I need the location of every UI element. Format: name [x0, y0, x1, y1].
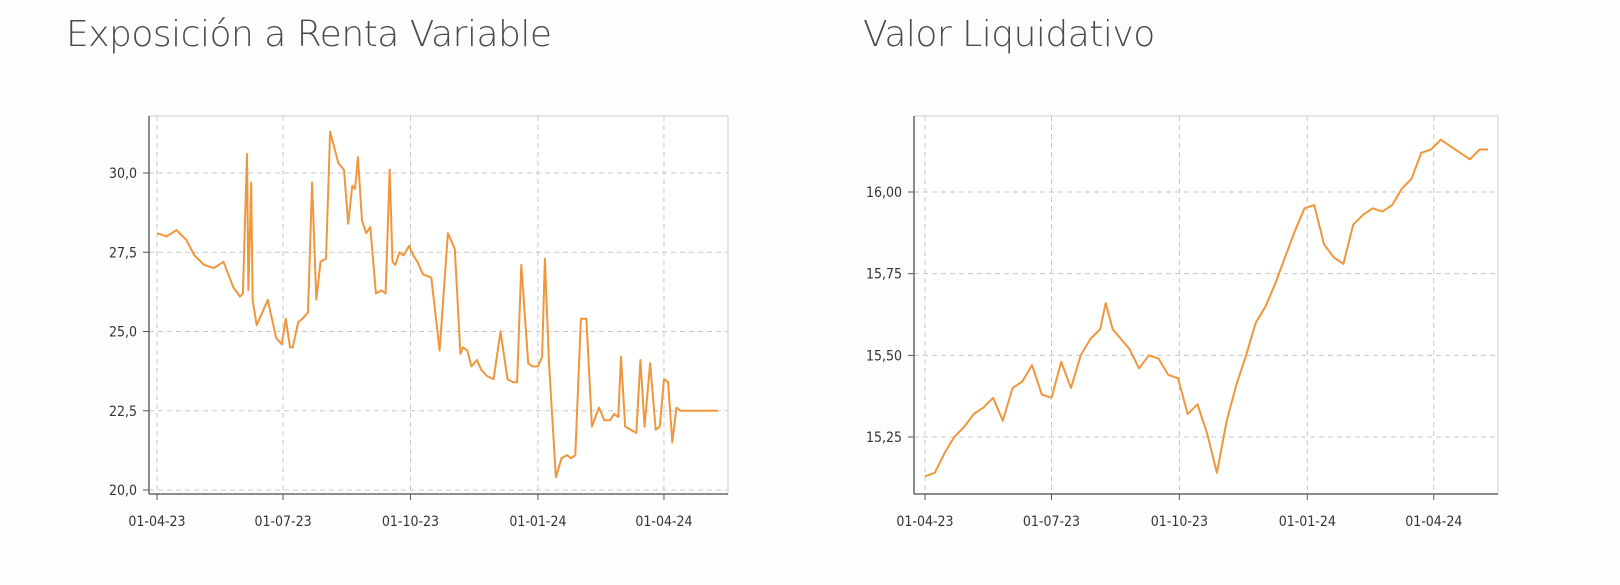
x-tick-label: 01-04-24 [635, 514, 692, 530]
y-tick-label: 22,5 [109, 404, 137, 420]
y-tick-label: 30,0 [109, 166, 137, 182]
x-tick-label: 01-04-23 [128, 514, 185, 530]
chart-title-exposicion: Exposición a Renta Variable [66, 14, 552, 55]
chart-title-valor-liquidativo: Valor Liquidativo [863, 14, 1155, 55]
x-tick-label: 01-04-23 [896, 514, 953, 530]
series-line [156, 130, 718, 479]
y-tick-label: 25,0 [109, 325, 137, 341]
y-tick-label: 15,50 [866, 348, 902, 364]
x-tick-label: 01-07-23 [254, 514, 311, 530]
x-tick-label: 01-07-23 [1023, 514, 1080, 530]
y-tick-label: 15,25 [866, 430, 902, 446]
x-tick-label: 01-10-23 [382, 514, 439, 530]
y-tick-label: 15,75 [866, 267, 902, 283]
x-tick-label: 01-04-24 [1405, 514, 1462, 530]
chart-panel-1: 01-04-23 01-07-23 01-10-23 01-01-24 01-04-24… [866, 115, 1499, 530]
series-line [924, 138, 1488, 478]
y-tick-label: 16,00 [866, 185, 902, 201]
x-tick-label: 01-10-23 [1151, 514, 1208, 530]
x-tick-label: 01-01-24 [509, 514, 566, 530]
y-tick-label: 27,5 [109, 245, 137, 261]
y-tick-label: 20,0 [109, 483, 137, 499]
x-tick-label: 01-01-24 [1279, 514, 1336, 530]
chart-panel-0: 01-04-23 01-07-23 01-10-23 01-01-24 01-04-24… [109, 115, 729, 530]
